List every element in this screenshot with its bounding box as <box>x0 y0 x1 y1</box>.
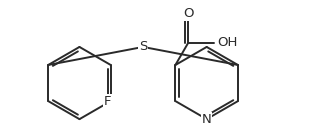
Text: F: F <box>103 95 111 108</box>
Text: O: O <box>183 7 194 20</box>
Text: S: S <box>139 40 147 53</box>
Text: N: N <box>202 113 212 126</box>
Text: OH: OH <box>218 36 238 49</box>
